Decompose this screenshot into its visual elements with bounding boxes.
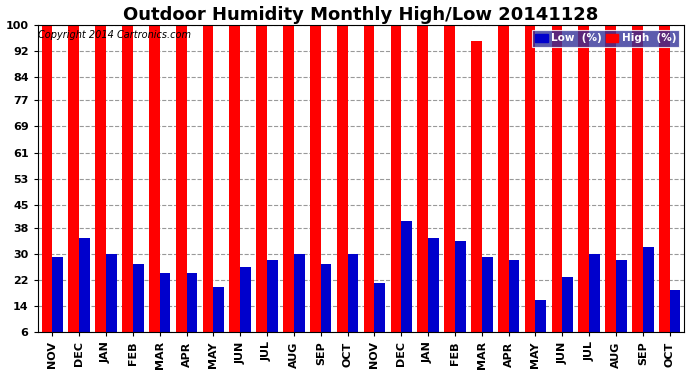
Legend: Low  (%), High  (%): Low (%), High (%) <box>532 30 679 46</box>
Bar <box>643 248 653 332</box>
Bar <box>321 264 331 332</box>
Bar <box>95 25 106 332</box>
Bar <box>203 25 213 332</box>
Bar <box>616 260 627 332</box>
Bar <box>337 25 348 332</box>
Bar <box>375 283 385 332</box>
Bar <box>348 254 358 332</box>
Bar <box>106 254 117 332</box>
Bar <box>176 25 186 332</box>
Bar <box>267 260 278 332</box>
Bar <box>52 257 63 332</box>
Bar <box>68 25 79 332</box>
Bar <box>364 25 375 332</box>
Bar <box>230 25 240 332</box>
Bar <box>670 290 680 332</box>
Text: Copyright 2014 Cartronics.com: Copyright 2014 Cartronics.com <box>38 30 191 40</box>
Bar <box>471 42 482 332</box>
Bar <box>444 25 455 332</box>
Bar <box>159 273 170 332</box>
Bar <box>41 25 52 332</box>
Bar <box>417 25 428 332</box>
Bar <box>498 25 509 332</box>
Bar <box>605 25 616 332</box>
Bar <box>213 286 224 332</box>
Bar <box>551 25 562 332</box>
Bar <box>482 257 493 332</box>
Bar <box>578 25 589 332</box>
Bar <box>455 241 466 332</box>
Bar <box>122 25 133 332</box>
Bar <box>659 25 670 332</box>
Bar <box>391 25 402 332</box>
Bar <box>186 273 197 332</box>
Bar <box>79 237 90 332</box>
Bar <box>589 254 600 332</box>
Title: Outdoor Humidity Monthly High/Low 20141128: Outdoor Humidity Monthly High/Low 201411… <box>124 6 599 24</box>
Bar <box>524 25 535 332</box>
Bar <box>294 254 305 332</box>
Bar <box>509 260 520 332</box>
Bar <box>535 300 546 332</box>
Bar <box>402 221 412 332</box>
Bar <box>283 25 294 332</box>
Bar <box>562 277 573 332</box>
Bar <box>257 25 267 332</box>
Bar <box>632 25 643 332</box>
Bar <box>428 237 439 332</box>
Bar <box>133 264 144 332</box>
Bar <box>310 25 321 332</box>
Bar <box>240 267 251 332</box>
Bar <box>149 25 159 332</box>
